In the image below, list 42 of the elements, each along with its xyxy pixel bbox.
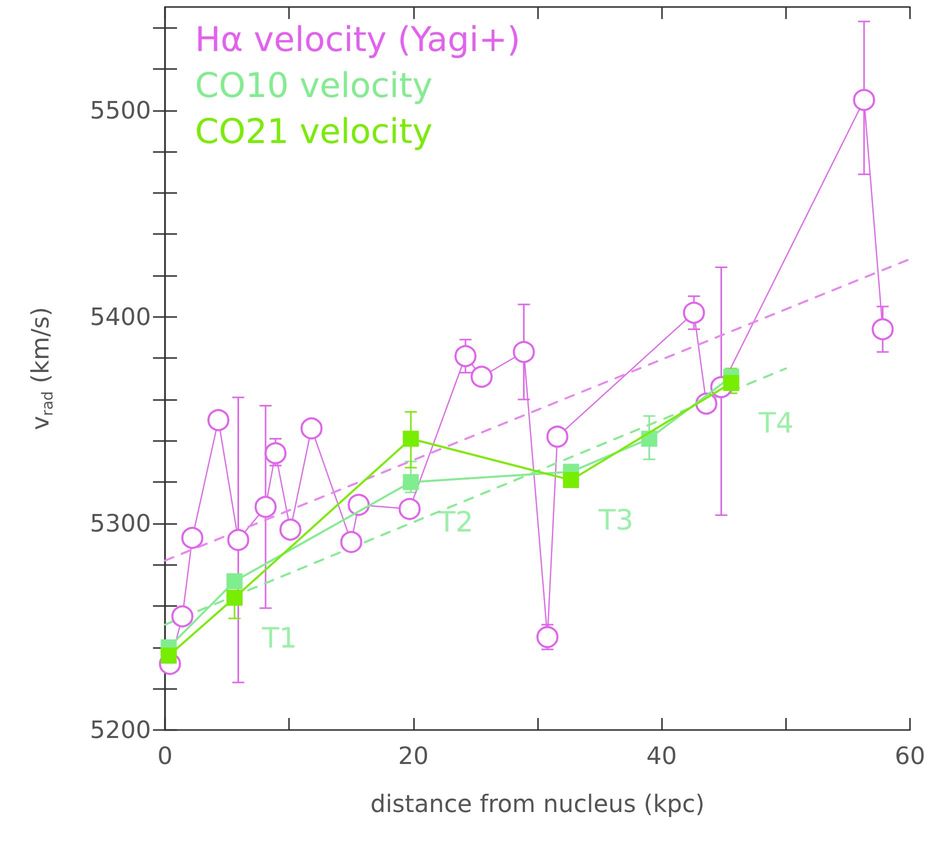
point: [226, 573, 243, 590]
point: [340, 531, 362, 554]
point: [264, 442, 287, 464]
point: [512, 340, 535, 363]
point: [470, 366, 493, 388]
annotation: T1: [261, 621, 297, 654]
annotation: T4: [758, 406, 794, 440]
point: [563, 472, 580, 488]
y-axis-title: vrad (km/s): [26, 306, 56, 430]
point: [300, 417, 323, 440]
x-tick-label: 40: [646, 742, 677, 770]
y-tick-label: 5300: [90, 509, 151, 538]
y-tick-label: 5500: [90, 96, 151, 124]
point: [207, 409, 230, 432]
annotation: T3: [598, 504, 634, 537]
point: [254, 496, 277, 518]
annotation: T2: [437, 506, 474, 539]
point: [226, 590, 243, 606]
point: [181, 526, 204, 549]
point: [546, 426, 568, 448]
y-tick-label: 5200: [90, 716, 151, 744]
point: [160, 648, 177, 664]
text: CO10 velocity: [195, 66, 432, 106]
point: [872, 318, 894, 340]
x-tick-label: 20: [398, 742, 429, 770]
point: [227, 528, 250, 551]
point: [723, 374, 740, 391]
point: [454, 345, 476, 368]
point: [682, 302, 705, 324]
x-tick-label: 0: [157, 742, 173, 770]
y-tick-label: 5400: [90, 302, 151, 331]
point: [279, 518, 302, 541]
x-tick-label: 60: [894, 742, 926, 770]
point: [853, 88, 876, 111]
point: [402, 430, 419, 447]
text: CO21 velocity: [195, 112, 432, 152]
text: Hα velocity (Yagi+): [195, 20, 520, 60]
x-axis-title: distance from nucleus (kpc): [370, 790, 705, 818]
point: [171, 605, 194, 628]
point: [402, 474, 419, 490]
point: [398, 498, 421, 520]
point: [536, 626, 558, 648]
